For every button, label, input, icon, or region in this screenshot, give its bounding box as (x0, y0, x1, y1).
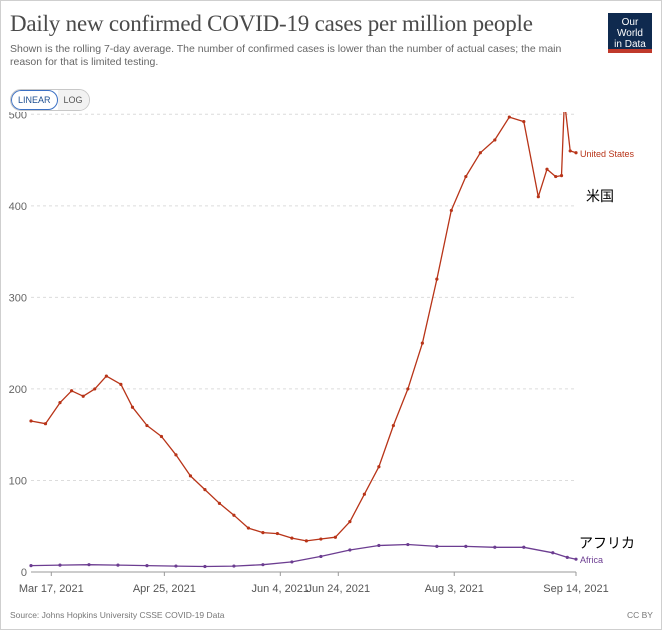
scale-toggle: LINEAR LOG (10, 89, 90, 111)
chart-title: Daily new confirmed COVID-19 cases per m… (10, 11, 533, 36)
owid-logo[interactable]: Our World in Data (608, 13, 652, 53)
data-point-united-states-34 (507, 115, 511, 119)
data-point-united-states-6 (104, 374, 108, 378)
y-tick-label-200: 200 (9, 384, 27, 396)
data-point-africa-4 (145, 563, 149, 568)
data-point-united-states-10 (159, 434, 164, 439)
data-point-africa-6 (203, 564, 207, 569)
data-point-united-states-23 (348, 520, 352, 524)
data-point-united-states-38 (554, 174, 558, 179)
data-point-united-states-9 (145, 423, 149, 428)
africa-annotation: アフリカ (579, 535, 635, 551)
data-point-united-states-39 (559, 174, 564, 178)
data-point-united-states-42 (574, 151, 578, 155)
data-point-united-states-7 (119, 382, 123, 386)
data-point-united-states-5 (93, 387, 97, 391)
us-annotation: 米国 (586, 188, 614, 204)
data-point-united-states-0 (29, 419, 33, 423)
y-tick-label-300: 300 (9, 292, 27, 304)
data-point-africa-1 (58, 563, 62, 567)
log-scale-button[interactable]: LOG (57, 90, 89, 110)
data-point-africa-15 (464, 544, 468, 548)
data-point-africa-18 (551, 551, 555, 555)
source-note[interactable]: Source: Johns Hopkins University CSSE CO… (10, 610, 225, 620)
data-point-united-states-11 (174, 453, 178, 457)
data-point-africa-7 (232, 564, 236, 568)
data-point-africa-14 (435, 544, 439, 548)
x-tick-label-0: Mar 17, 2021 (19, 583, 84, 595)
data-point-united-states-4 (81, 394, 85, 398)
chart-subtitle: Shown is the rolling 7-day average. The … (10, 43, 562, 68)
series-label-united-states: United States (580, 149, 635, 159)
data-point-united-states-30 (449, 208, 453, 213)
data-point-united-states-25 (377, 465, 381, 469)
data-point-africa-11 (348, 548, 352, 552)
y-tick-label-400: 400 (9, 201, 27, 213)
data-point-africa-12 (377, 543, 381, 548)
logo-line-2: in Data (614, 39, 646, 50)
data-point-united-states-27 (406, 387, 410, 391)
series-label-africa: Africa (580, 555, 603, 565)
x-tick-label-4: Aug 3, 2021 (425, 583, 484, 595)
line-chart: 0 100 200 300 400 500 Mar 17, 2021 Apr 25, 2021… (9, 112, 635, 595)
data-point-africa-0 (29, 563, 33, 568)
data-point-united-states-12 (188, 474, 193, 478)
x-tick-label-3: Jun 24, 2021 (306, 583, 370, 595)
data-point-africa-2 (87, 563, 91, 567)
data-point-africa-9 (290, 560, 294, 564)
data-point-united-states-29 (435, 277, 439, 281)
data-point-united-states-24 (362, 492, 366, 496)
data-point-united-states-33 (493, 138, 497, 142)
data-point-africa-5 (174, 564, 178, 568)
data-point-united-states-37 (545, 167, 549, 171)
data-point-africa-8 (261, 563, 265, 567)
data-point-africa-19 (565, 555, 569, 559)
data-point-united-states-26 (391, 423, 395, 428)
data-point-africa-16 (493, 545, 497, 549)
data-point-united-states-21 (319, 537, 323, 541)
x-tick-label-5: Sep 14, 2021 (543, 583, 608, 595)
data-point-united-states-1 (43, 422, 48, 426)
data-point-united-states-31 (464, 174, 468, 179)
data-point-united-states-28 (420, 341, 424, 345)
data-point-united-states-13 (203, 488, 207, 492)
x-tick-label-2: Jun 4, 2021 (252, 583, 310, 595)
data-point-united-states-17 (261, 531, 265, 535)
data-point-united-states-18 (275, 531, 280, 536)
data-point-africa-13 (406, 542, 410, 547)
data-point-united-states-20 (304, 539, 308, 543)
data-point-africa-17 (522, 545, 526, 549)
data-point-united-states-35 (522, 120, 526, 124)
logo-line-1: Our World (617, 17, 643, 39)
data-point-united-states-15 (232, 513, 236, 517)
data-point-united-states-32 (478, 151, 482, 155)
data-point-united-states-22 (333, 535, 337, 539)
data-point-united-states-14 (217, 501, 222, 505)
x-tick-label-1: Apr 25, 2021 (133, 583, 196, 595)
data-point-united-states-3 (69, 389, 74, 393)
y-tick-label-0: 0 (21, 567, 27, 579)
data-point-united-states-36 (536, 195, 540, 199)
data-point-united-states-19 (290, 536, 294, 540)
data-point-united-states-8 (130, 405, 135, 409)
data-point-africa-3 (116, 563, 120, 567)
data-point-united-states-16 (246, 526, 251, 530)
data-point-united-states-41 (568, 149, 572, 153)
y-tick-label-100: 100 (9, 475, 27, 487)
data-point-africa-20 (574, 557, 578, 561)
license-link[interactable]: CC BY (627, 610, 653, 620)
y-tick-label-500: 500 (9, 112, 27, 121)
linear-scale-button[interactable]: LINEAR (11, 90, 58, 110)
series-line-united-states (30, 112, 577, 542)
data-point-united-states-2 (58, 401, 62, 405)
data-point-africa-10 (319, 554, 323, 559)
